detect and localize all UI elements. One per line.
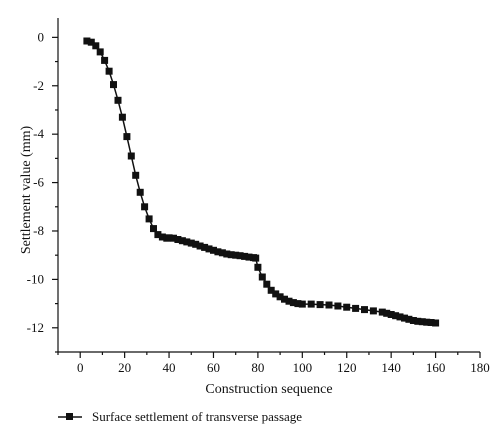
data-point	[192, 240, 200, 248]
data-point	[114, 96, 122, 104]
data-point	[118, 113, 126, 121]
data-point	[205, 245, 213, 253]
x-tick-label: 40	[163, 360, 176, 375]
data-point	[289, 299, 297, 307]
data-point	[187, 239, 195, 247]
data-point	[396, 313, 404, 321]
x-tick-label: 180	[470, 360, 490, 375]
x-tick-label: 80	[251, 360, 264, 375]
data-point	[123, 133, 131, 141]
data-point	[414, 317, 422, 325]
data-point	[96, 48, 104, 56]
plot-area	[83, 37, 440, 327]
data-point	[316, 301, 324, 309]
axes: 0 20 40 60 80 100 120 140 160 180 0 -2 -4 -6 -8 -10 -12	[27, 18, 490, 375]
data-point	[241, 252, 249, 260]
data-point	[141, 203, 149, 211]
data-point	[343, 303, 351, 311]
data-point	[334, 302, 342, 310]
x-tick-label: 160	[426, 360, 446, 375]
data-point	[378, 308, 386, 316]
data-point	[174, 236, 182, 243]
x-axis-title: Construction sequence	[205, 382, 332, 397]
x-tick-label: 120	[337, 360, 357, 375]
data-point	[158, 233, 166, 241]
data-point	[183, 238, 191, 246]
data-point	[145, 215, 153, 223]
data-point	[369, 307, 377, 315]
data-point	[281, 295, 288, 303]
y-tick-label: -12	[27, 320, 44, 335]
data-point	[236, 252, 244, 260]
data-point	[258, 273, 266, 281]
y-axis-title: Settlement value (mm)	[19, 126, 34, 255]
legend-label: Surface settlement of transverse passage	[92, 409, 302, 424]
data-point	[218, 249, 226, 257]
data-point	[150, 225, 157, 233]
data-point	[392, 312, 400, 320]
data-point	[432, 319, 440, 327]
legend-marker	[66, 413, 73, 420]
x-tick-label: 60	[207, 360, 220, 375]
data-point	[196, 242, 204, 250]
data-point	[105, 67, 113, 75]
data-point	[210, 246, 217, 254]
data-point	[387, 311, 395, 318]
legend: Surface settlement of transverse passage	[58, 409, 302, 424]
data-point	[227, 251, 235, 259]
data-point	[92, 42, 100, 50]
y-tick-label: -2	[33, 78, 44, 93]
data-point	[361, 306, 368, 314]
data-point	[110, 81, 117, 89]
data-point	[263, 280, 271, 288]
data-point	[267, 286, 275, 294]
data-point	[252, 254, 260, 262]
data-point	[201, 243, 209, 251]
x-tick-label: 140	[381, 360, 401, 375]
data-point	[101, 56, 109, 64]
x-tick-label: 20	[118, 360, 131, 375]
data-point	[405, 315, 413, 323]
x-tick-label: 100	[293, 360, 313, 375]
data-point	[294, 300, 302, 308]
data-point	[418, 318, 426, 326]
data-point	[254, 263, 262, 271]
data-point	[272, 290, 280, 298]
data-point	[383, 309, 391, 317]
y-tick-label: -10	[27, 271, 44, 286]
data-point	[178, 237, 186, 245]
data-point	[325, 301, 333, 309]
data-point	[232, 251, 240, 259]
data-point	[276, 293, 284, 301]
data-point	[214, 248, 222, 256]
data-point	[83, 37, 91, 45]
data-point	[165, 234, 173, 242]
y-tick-label: -8	[33, 223, 44, 238]
data-point	[136, 188, 144, 196]
data-point	[170, 234, 177, 242]
data-point	[409, 317, 417, 324]
data-point	[401, 314, 408, 322]
data-point	[307, 300, 315, 308]
x-tick-label: 0	[77, 360, 84, 375]
data-point	[427, 319, 435, 326]
data-point	[298, 300, 306, 308]
data-point	[154, 231, 162, 239]
series-line	[86, 40, 436, 324]
y-tick-label: -6	[33, 175, 44, 190]
data-point	[87, 38, 95, 46]
data-point	[245, 253, 253, 261]
y-tick-label: -4	[33, 126, 44, 141]
data-point	[423, 318, 431, 326]
data-point	[132, 171, 140, 179]
data-point	[352, 304, 360, 312]
data-point	[285, 297, 293, 305]
data-point	[223, 250, 231, 258]
data-point	[127, 152, 135, 160]
y-tick-label: 0	[38, 29, 45, 44]
